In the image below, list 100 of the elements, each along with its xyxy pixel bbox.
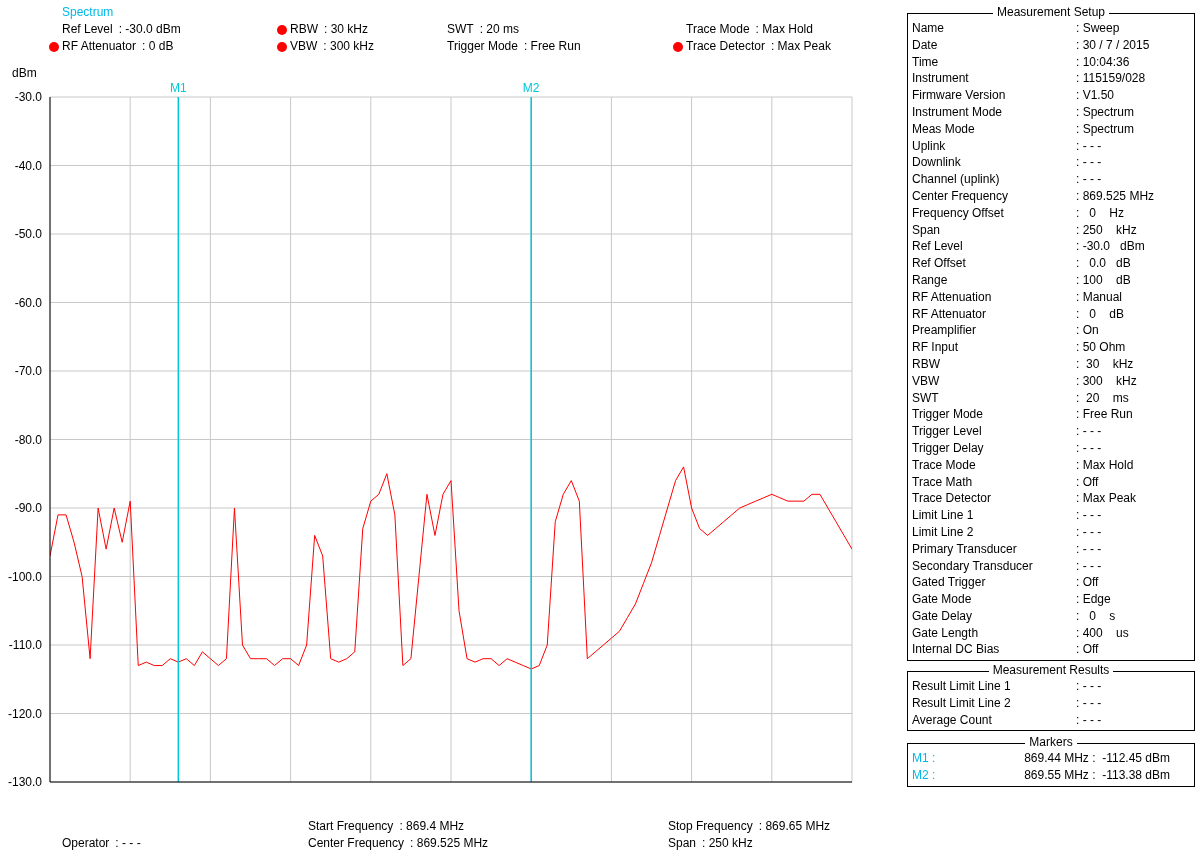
text: RF Attenuator (62, 39, 137, 53)
text: Result Limit Line 1 (912, 678, 1012, 695)
text: Span (668, 836, 697, 850)
text: Trace Math (912, 473, 974, 491)
y-tick-label: -100.0 (7, 569, 43, 584)
text: Limit Line 1 (912, 507, 975, 524)
text: Trace Detector (686, 39, 765, 53)
text: 869.44 MHz : -112.45 dBm (1023, 750, 1171, 767)
text: : 400 us (1076, 624, 1130, 642)
text: VBW (290, 39, 318, 53)
text: : Free Run (523, 39, 581, 53)
text: Limit Line 2 (912, 523, 975, 541)
text: Date (912, 36, 939, 54)
text: : Spectrum (1076, 120, 1136, 138)
y-tick-label: -40.0 (14, 158, 43, 173)
text: Ref Level (912, 238, 964, 256)
text: Ref Level (62, 22, 113, 36)
text: 869.55 MHz : -113.38 dBm (1023, 766, 1171, 784)
line-series (50, 466, 852, 670)
text: RBW (912, 355, 941, 373)
text: : Off (1076, 473, 1100, 491)
text: Gate Delay (912, 607, 974, 625)
text: : - - - (1076, 137, 1103, 155)
text: RF Attenuation (912, 288, 993, 306)
y-tick-label: -130.0 (7, 775, 43, 790)
text: : Off (1076, 641, 1100, 659)
text: Trigger Mode (447, 39, 518, 53)
text: Markers (1025, 735, 1077, 749)
text: : Max Hold (755, 22, 813, 36)
text: : Max Peak (770, 39, 831, 53)
text: Range (912, 271, 949, 289)
text: : 869.4 MHz (399, 819, 465, 833)
text: : -30.0 dBm (118, 22, 181, 36)
text: Internal DC Bias (912, 641, 1001, 659)
y-tick-label: -120.0 (7, 706, 43, 721)
y-tick-label: -30.0 (14, 90, 43, 105)
text: : 0 s (1076, 607, 1117, 625)
text: : - - - (1076, 523, 1103, 541)
text: Trigger Delay (912, 439, 985, 457)
text: Center Frequency (308, 836, 405, 850)
text: : - - - (1076, 694, 1103, 712)
text: Trigger Mode (912, 406, 984, 424)
text: Average Count (912, 711, 993, 729)
text: : 0 dB (1076, 305, 1126, 323)
text: : 20 ms (1076, 389, 1130, 407)
text: : - - - (1076, 171, 1103, 188)
text: Preamplifier (912, 322, 978, 340)
y-tick-label: -80.0 (14, 432, 43, 447)
text: : V1.50 (1076, 87, 1116, 104)
text: : 100 dB (1076, 271, 1132, 289)
text: : Off (1076, 574, 1100, 592)
text: Operator (62, 836, 110, 850)
text: : On (1076, 322, 1100, 340)
y-tick-label: -60.0 (14, 295, 43, 310)
text: Trace Mode (686, 22, 750, 36)
text: : 30 kHz (324, 22, 369, 36)
text: Ref Offset (912, 255, 967, 272)
text: : 0 Hz (1076, 204, 1125, 222)
text: Gate Mode (912, 591, 973, 608)
text: : - - - (1076, 423, 1103, 440)
text: Instrument Mode (912, 104, 1004, 121)
y-tick-label: -70.0 (14, 364, 43, 379)
text: : 20 ms (479, 22, 520, 36)
text: : Manual (1076, 288, 1124, 306)
text: Trace Detector (912, 490, 992, 508)
text: Trigger Level (912, 423, 983, 440)
text: Instrument (912, 70, 970, 88)
text: : 300 kHz (323, 39, 375, 53)
text: Gated Trigger (912, 574, 987, 592)
text: : Max Hold (1076, 456, 1135, 474)
text: Result Limit Line 2 (912, 694, 1012, 712)
text: : -30.0 dBm (1076, 238, 1146, 256)
text: : - - - (1076, 711, 1103, 729)
y-tick-label: -90.0 (14, 501, 43, 516)
text: : Free Run (1076, 406, 1134, 424)
text: Channel (uplink) (912, 171, 1001, 188)
text: : 869.525 MHz (410, 836, 489, 850)
text: Firmware Version (912, 87, 1007, 104)
text: Secondary Transducer (912, 557, 1034, 575)
text: Stop Frequency (668, 819, 753, 833)
text: Time (912, 53, 940, 71)
text: : 250 kHz (702, 836, 753, 850)
text: Downlink (912, 154, 962, 172)
text: : 869.65 MHz (758, 819, 831, 833)
text: : - - - (1076, 678, 1103, 695)
text: : 50 Ohm (1076, 339, 1127, 356)
text: : Spectrum (1076, 104, 1136, 121)
text: : 869.525 MHz (1076, 187, 1156, 205)
text: RF Attenuator (912, 305, 988, 323)
text: M1 (169, 81, 187, 95)
text: Measurement Results (988, 663, 1114, 677)
y-tick-label: -50.0 (14, 227, 43, 242)
text: : 0 dB (142, 39, 174, 53)
text: : 250 kHz (1076, 221, 1138, 239)
text: : 115159/028 (1076, 70, 1147, 88)
y-axis-title: dBm (12, 66, 37, 80)
text: Measurement Setup (992, 5, 1110, 19)
text: SWT (912, 389, 940, 407)
text: M1 : (912, 750, 937, 767)
text: : 30 / 7 / 2015 (1076, 36, 1151, 54)
